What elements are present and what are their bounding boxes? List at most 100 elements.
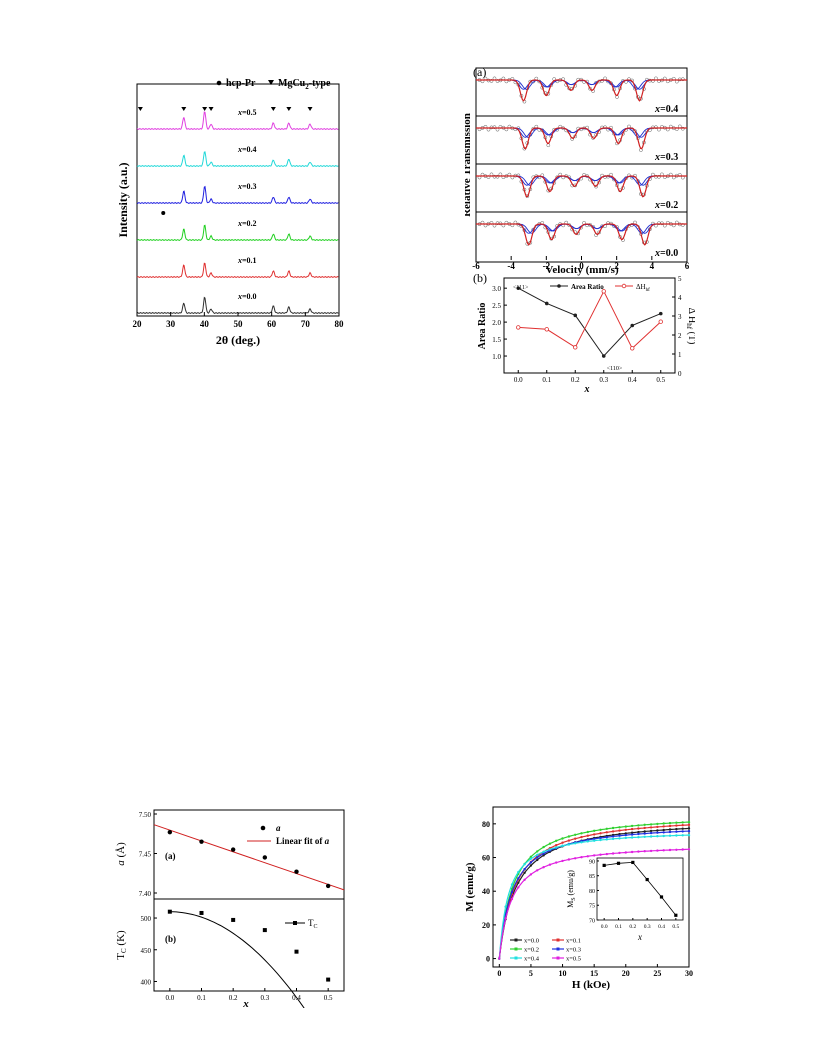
xrd-xtick-label: 50 <box>234 319 244 329</box>
curie-data-point <box>231 917 236 922</box>
mossbauer-panel-label: (a) <box>473 65 486 79</box>
mag-data-point <box>624 825 627 828</box>
xrd-series-val: =0.3 <box>242 182 257 191</box>
curie-data-point <box>326 977 331 982</box>
mag-data-point <box>624 828 627 831</box>
mossbauer-data-point <box>603 125 607 130</box>
mag-data-point <box>649 849 653 853</box>
mag-data-point <box>649 829 653 833</box>
area-xtick-label: 0.5 <box>656 376 665 384</box>
mossbauer-val: =0.4 <box>660 104 678 115</box>
mag-data-point <box>624 851 627 854</box>
mag-data-point <box>580 835 583 839</box>
mossbauer-data-point <box>680 77 685 82</box>
mag-data-point <box>593 839 596 842</box>
mag-data-point <box>630 824 634 828</box>
mag-data-point <box>536 853 539 856</box>
mag-data-point <box>611 835 615 838</box>
mag-data-point <box>630 836 634 839</box>
mag-data-point <box>574 857 577 860</box>
mag-data-point <box>536 850 539 853</box>
mossbauer-var: x <box>654 104 660 115</box>
magnetization-plot-frame <box>492 806 690 968</box>
mag-data-point <box>675 834 678 837</box>
mag-ytick-label: 20 <box>482 921 490 930</box>
mag-data-point <box>561 844 564 847</box>
area-legend-marker-2 <box>621 283 627 289</box>
mag-data-point <box>656 829 659 832</box>
legend-triangle-icon <box>268 80 274 85</box>
mag-data-point <box>630 831 634 834</box>
mag-data-point <box>643 835 646 838</box>
curie-panel-label: (b) <box>165 934 176 944</box>
xrd-triangle-marker-icon <box>286 107 292 111</box>
lattice-panel-label: (a) <box>165 851 176 861</box>
legend-hcp-label: hcp-Pr <box>226 78 256 89</box>
xrd-series-label: x=0.2 <box>237 219 257 228</box>
mag-data-point <box>649 826 653 829</box>
mag-data-point <box>662 849 665 852</box>
mossbauer-xtick-label: 0 <box>579 261 584 271</box>
area-right-ytick-label: 1 <box>678 351 682 359</box>
area-left-ytick-label: 1.5 <box>492 336 501 344</box>
mossbauer-data-point <box>654 125 658 130</box>
xrd-series-val: =0.5 <box>242 108 257 117</box>
mag-data-point <box>611 826 615 830</box>
curie-plot-frame <box>153 898 345 992</box>
mag-ytick-label: 40 <box>482 887 490 896</box>
legend-dh: ΔH <box>636 283 646 291</box>
mag-data-point <box>649 835 653 838</box>
lattice-data-point <box>199 839 204 844</box>
mag-data-point <box>649 831 653 835</box>
mag-data-point <box>624 836 627 840</box>
area-right-ytick-label: 4 <box>678 294 682 302</box>
mag-data-point <box>599 836 602 840</box>
lattice-data-point <box>262 855 268 860</box>
xrd-series-var: x <box>237 108 242 117</box>
area-xtick-label: 0.4 <box>628 376 637 384</box>
xrd-y-axis-label: Intensity (a.u.) <box>116 162 130 237</box>
mag-data-point <box>523 871 526 874</box>
mag-data-point <box>668 830 672 834</box>
mossbauer-data-point <box>570 137 575 141</box>
xrd-triangle-marker-icon <box>307 107 313 111</box>
mag-xtick-label: 10 <box>559 969 567 978</box>
area-ratio-point <box>658 311 663 316</box>
mag-data-point <box>510 883 514 886</box>
mag-data-point <box>630 827 634 831</box>
lattice-legend-dot-icon <box>260 825 266 831</box>
mag-data-point <box>687 833 691 837</box>
mag-legend-label: x=0.2 <box>524 947 539 954</box>
area-left-ytick-label: 2.0 <box>492 319 501 327</box>
inset-xtick-label: 0.4 <box>658 924 665 930</box>
mossbauer-fit-curve <box>476 127 687 150</box>
mag-data-point <box>561 837 564 840</box>
mag-data-point <box>599 853 602 856</box>
xrd-series-var: x <box>237 292 242 301</box>
xrd-series-val: =0.4 <box>242 145 257 154</box>
xrd-curve-x=0.2 <box>136 224 339 241</box>
curie-xtick-label: 0.0 <box>165 994 174 1002</box>
mag-xtick-label: 15 <box>590 969 598 978</box>
mag-data-point <box>548 863 552 866</box>
mag-data-point <box>555 846 558 849</box>
mag-data-point <box>580 841 583 844</box>
mag-data-point <box>668 824 672 828</box>
xrd-curve-x=0.5 <box>136 111 339 130</box>
mag-data-point <box>548 842 552 845</box>
xrd-xtick-label: 70 <box>301 319 311 329</box>
area-xtick-label: 0.0 <box>514 376 523 384</box>
area-series-line <box>518 290 662 350</box>
mag-data-point <box>574 833 577 836</box>
mossbauer-y-axis-label: Relative Transmission <box>465 113 473 217</box>
area-legend-label-1: Area Ratio <box>571 283 604 291</box>
mag-data-point <box>611 837 615 841</box>
mag-legend-label: x=0.3 <box>566 947 581 954</box>
xrd-series-val: =0.2 <box>242 219 257 228</box>
mag-data-point <box>542 845 545 849</box>
area-ratio-chart: (b) 1.0 1.5 2.0 2.5 3.0 0 1 2 3 4 5 0.0 0.1 0.2 0.3 0.4… <box>473 271 695 395</box>
mag-data-point <box>599 838 602 842</box>
mag-data-point <box>605 836 608 839</box>
inset-data-point <box>659 895 664 899</box>
